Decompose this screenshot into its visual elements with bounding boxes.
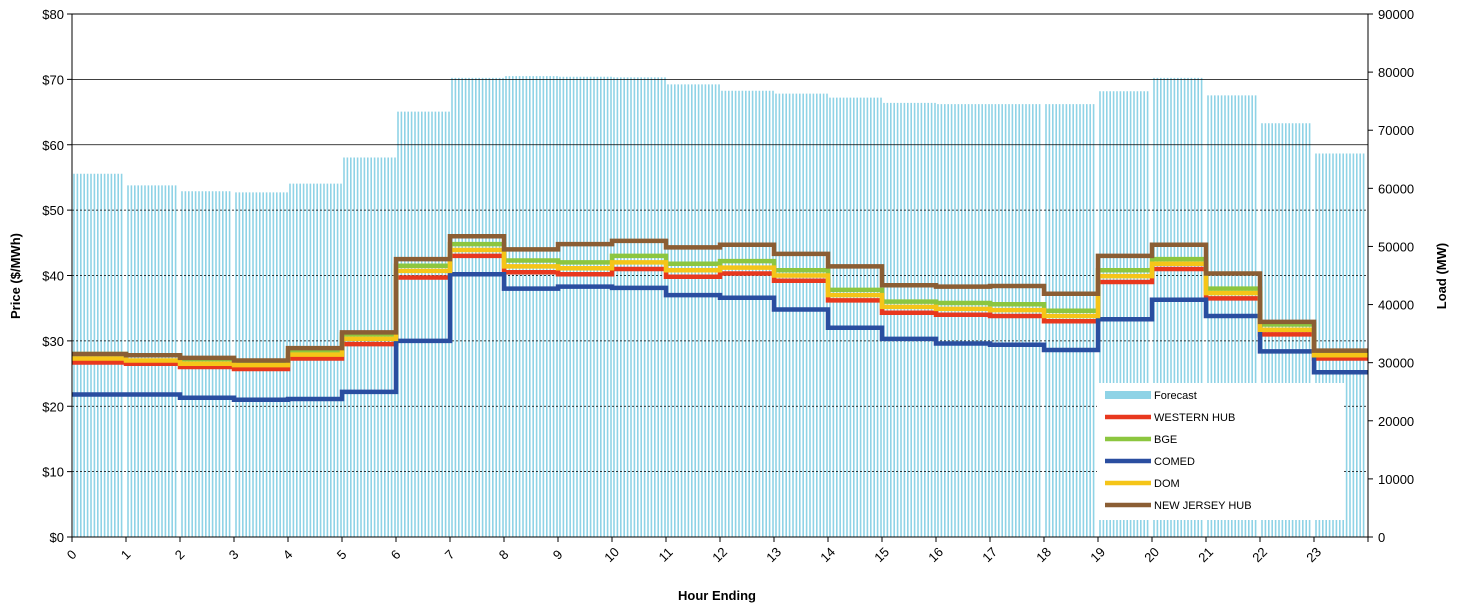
x-tick-label: 10 — [601, 544, 622, 565]
x-tick-label: 6 — [388, 547, 404, 563]
y2-tick-label: 50000 — [1378, 239, 1414, 254]
right-axis-ticks: 0 10000 20000 30000 40000 50000 60000 70000 8000… — [1368, 7, 1414, 545]
legend-label: BGE — [1154, 434, 1177, 446]
series-line-new-jersey-hub — [72, 234, 1368, 363]
y2-tick-label: 20000 — [1378, 414, 1414, 429]
forecast-bar-hour-15 — [883, 102, 936, 537]
x-tick-label: 2 — [172, 547, 188, 563]
y-tick-label: $70 — [42, 72, 64, 87]
x-tick-label: 18 — [1033, 544, 1054, 565]
x-tick-label: 14 — [817, 544, 838, 565]
y2-tick-label: 80000 — [1378, 65, 1414, 80]
forecast-bar-hour-16 — [937, 104, 990, 537]
x-tick-label: 19 — [1087, 544, 1108, 565]
x-tick-label: 7 — [442, 547, 458, 563]
y2-tick-label: 30000 — [1378, 356, 1414, 371]
y2-tick-label: 10000 — [1378, 472, 1414, 487]
y-tick-label: $40 — [42, 269, 64, 284]
x-tick-label: 3 — [226, 547, 242, 563]
y-tick-label: $50 — [42, 203, 64, 218]
x-axis-title: Hour Ending — [678, 588, 756, 603]
x-tick-label: 16 — [925, 544, 946, 565]
x-tick-label: 11 — [656, 545, 676, 565]
x-axis-ticks: 0 1 2 3 4 5 6 7 8 9 10 11 12 13 14 15 16 17 18 19 20 21 22 23 — [64, 537, 1369, 565]
y-tick-label: $80 — [42, 7, 64, 22]
x-tick-label: 15 — [871, 544, 892, 565]
forecast-bar-hour-6 — [397, 111, 450, 537]
legend-label: COMED — [1154, 456, 1195, 468]
y2-tick-label: 70000 — [1378, 123, 1414, 138]
y-tick-label: $10 — [42, 465, 64, 480]
y2-tick-label: 0 — [1378, 530, 1385, 545]
legend-label: DOM — [1154, 478, 1180, 490]
legend-box — [1097, 383, 1344, 520]
y2-tick-label: 40000 — [1378, 298, 1414, 313]
y2-tick-label: 90000 — [1378, 7, 1414, 22]
forecast-bars — [73, 76, 1365, 537]
forecast-bar-hour-10 — [613, 77, 666, 537]
price-lines — [72, 234, 1368, 402]
legend-label: WESTERN HUB — [1154, 412, 1235, 424]
legend-label: Forecast — [1154, 390, 1197, 402]
forecast-bar-hour-12 — [721, 90, 774, 537]
x-tick-label: 20 — [1141, 544, 1162, 565]
legend-label: NEW JERSEY HUB — [1154, 500, 1252, 512]
x-tick-label: 12 — [709, 544, 730, 565]
y-tick-label: $30 — [42, 334, 64, 349]
y-tick-label: $20 — [42, 399, 64, 414]
forecast-bar-hour-11 — [667, 84, 720, 537]
forecast-bar-hour-8 — [505, 76, 558, 537]
x-tick-label: 5 — [334, 547, 350, 563]
y2-axis-title: Load (MW) — [1434, 243, 1449, 309]
series-line-comed — [72, 271, 1368, 402]
y-axis-title: Price ($/MWh) — [8, 233, 23, 319]
x-tick-label: 9 — [550, 547, 566, 563]
x-tick-label: 8 — [496, 547, 512, 563]
left-axis-ticks: $0 $10 $20 $30 $40 $50 $60 $70 $80 — [42, 7, 72, 545]
x-tick-label: 23 — [1303, 544, 1324, 565]
x-tick-label: 22 — [1249, 544, 1270, 565]
y-tick-label: $60 — [42, 138, 64, 153]
legend: Forecast WESTERN HUB BGE COMED DOM NEW JERSEY… — [1097, 383, 1344, 520]
x-tick-label: 1 — [118, 547, 134, 563]
y2-tick-label: 60000 — [1378, 181, 1414, 196]
forecast-bar-hour-17 — [991, 104, 1041, 537]
legend-swatch-forecast — [1105, 391, 1151, 399]
x-tick-label: 0 — [64, 547, 80, 563]
forecast-bar-hour-9 — [559, 76, 612, 537]
x-tick-label: 13 — [763, 544, 784, 565]
y-tick-label: $0 — [50, 530, 64, 545]
x-tick-label: 4 — [280, 547, 296, 563]
x-tick-label: 17 — [979, 544, 1000, 565]
x-tick-label: 21 — [1195, 544, 1216, 565]
